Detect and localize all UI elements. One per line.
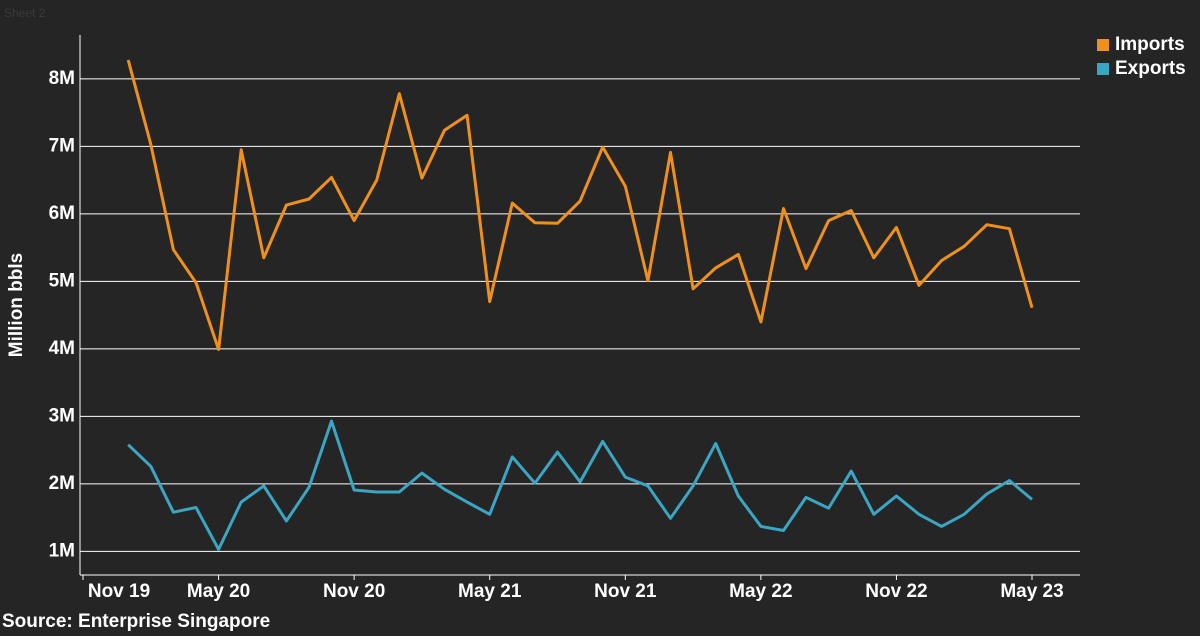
line-series — [126, 59, 1034, 351]
source: Source: Enterprise Singapore — [2, 611, 270, 632]
legend-swatch — [1097, 39, 1109, 51]
y-tick-label: 1M — [49, 540, 75, 561]
y-tick-label: 4M — [49, 338, 75, 359]
x-tick-label: Nov 20 — [323, 581, 385, 602]
x-tick-label: May 22 — [729, 581, 792, 602]
legend-label: Exports — [1115, 58, 1186, 79]
x-tick-label: Nov 22 — [865, 581, 927, 602]
x-tick-label: Nov 19 — [88, 581, 150, 602]
x-tick-label: May 23 — [1000, 581, 1063, 602]
y-tick-label: 2M — [49, 473, 75, 494]
y-axis-title: Million bbls — [6, 253, 27, 358]
x-tick-label: May 21 — [458, 581, 522, 602]
sheet-label: Sheet 2 — [4, 6, 46, 20]
y-tick-label: 3M — [49, 405, 75, 426]
legend-label: Imports — [1115, 34, 1185, 55]
y-tick-label: 6M — [49, 203, 75, 224]
x-tick-label: May 20 — [187, 581, 250, 602]
line-series — [127, 419, 1033, 551]
legend-swatch — [1097, 63, 1109, 75]
y-tick-label: 5M — [49, 270, 75, 291]
x-tick-label: Nov 21 — [594, 581, 657, 602]
y-tick-label: 7M — [49, 135, 75, 156]
y-tick-label: 8M — [49, 68, 75, 89]
